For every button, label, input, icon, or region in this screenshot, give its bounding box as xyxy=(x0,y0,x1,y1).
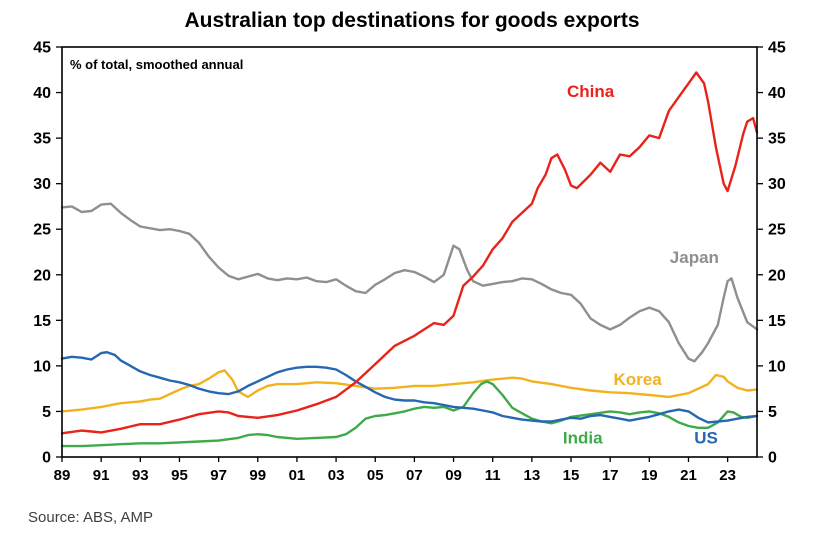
y-axis-label-left: 10 xyxy=(33,358,51,375)
plot-border xyxy=(61,46,758,458)
y-axis-label-right: 0 xyxy=(768,450,777,467)
series-label-india: India xyxy=(563,428,603,447)
units-annotation: % of total, smoothed annual xyxy=(70,57,244,72)
series-label-china: China xyxy=(567,82,615,101)
x-axis-label: 99 xyxy=(249,467,266,484)
y-axis-label-left: 15 xyxy=(33,313,51,330)
x-axis-label: 11 xyxy=(485,467,501,484)
series-label-korea: Korea xyxy=(613,370,662,389)
series-line-china xyxy=(60,71,759,435)
x-axis-label: 15 xyxy=(563,467,580,484)
x-axis-label: 91 xyxy=(93,467,110,484)
x-axis-label: 93 xyxy=(132,467,149,484)
y-axis-label-right: 20 xyxy=(768,267,786,284)
series-line-us xyxy=(60,351,759,424)
x-axis-label: 21 xyxy=(680,467,697,484)
y-axis-label-right: 35 xyxy=(768,131,786,148)
series-line-japan xyxy=(60,202,759,363)
x-axis-label: 07 xyxy=(406,467,423,484)
y-axis-label-right: 15 xyxy=(768,313,786,330)
x-axis-label: 09 xyxy=(445,467,462,484)
series-line-india xyxy=(60,380,759,448)
chart-title: Australian top destinations for goods ex… xyxy=(184,9,640,32)
y-axis-label-right: 25 xyxy=(768,222,786,239)
y-axis-label-right: 5 xyxy=(768,404,777,421)
x-axis-label: 19 xyxy=(641,467,658,484)
x-axis-label: 95 xyxy=(171,467,188,484)
series-label-us: US xyxy=(694,428,718,447)
y-axis-label-right: 10 xyxy=(768,358,786,375)
y-axis-label-right: 40 xyxy=(768,85,786,102)
x-axis-label: 05 xyxy=(367,467,384,484)
x-axis-label: 23 xyxy=(719,467,736,484)
y-axis-label-left: 20 xyxy=(33,267,51,284)
x-axis-label: 01 xyxy=(289,467,306,484)
y-axis-label-left: 5 xyxy=(42,404,51,421)
x-axis-label: 17 xyxy=(602,467,619,484)
x-axis-label: 97 xyxy=(210,467,227,484)
y-axis-label-left: 40 xyxy=(33,85,51,102)
y-axis-label-right: 45 xyxy=(768,40,786,57)
y-axis-label-left: 35 xyxy=(33,131,51,148)
series-label-japan: Japan xyxy=(670,248,719,267)
y-axis-label-left: 45 xyxy=(33,40,51,57)
x-axis-label: 03 xyxy=(328,467,345,484)
x-axis-label: 89 xyxy=(54,467,71,484)
x-axis-label: 13 xyxy=(524,467,541,484)
y-axis-label-left: 25 xyxy=(33,222,51,239)
source-note: Source: ABS, AMP xyxy=(28,509,154,526)
series-line-korea xyxy=(60,369,759,413)
y-axis-label-left: 0 xyxy=(42,450,51,467)
y-axis-label-left: 30 xyxy=(33,176,51,193)
y-axis-label-right: 30 xyxy=(768,176,786,193)
